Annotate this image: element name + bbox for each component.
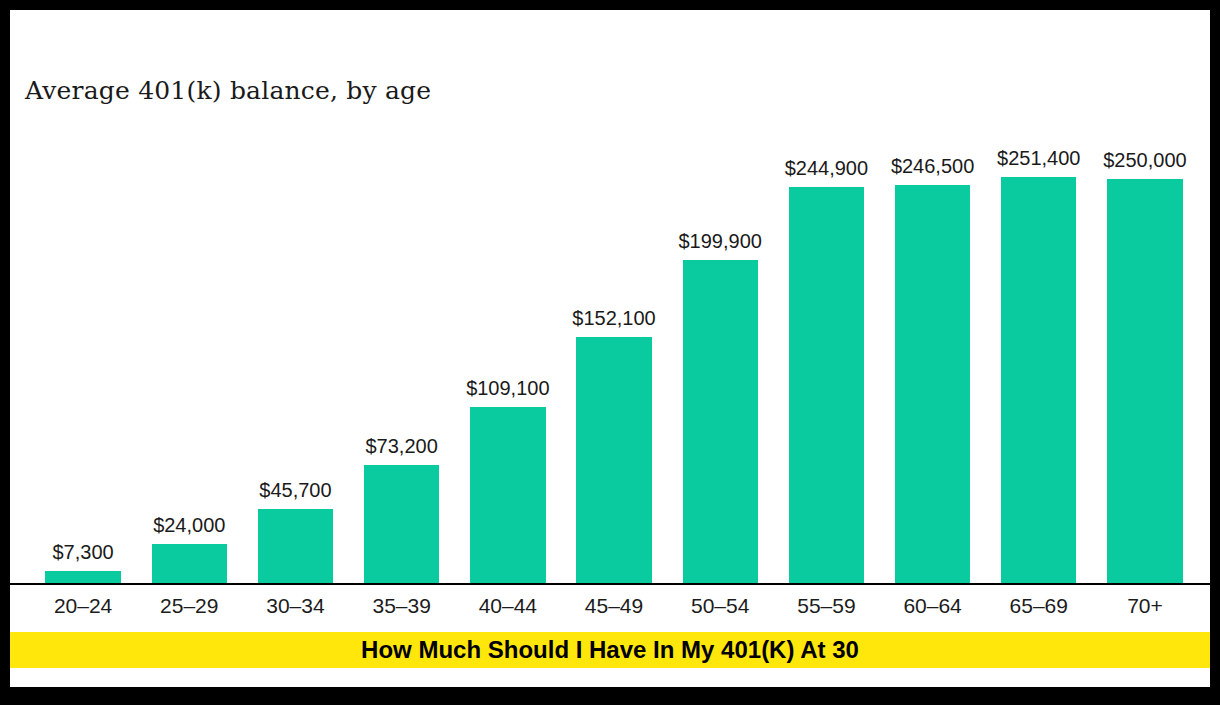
x-axis-label: 25–29 bbox=[136, 585, 242, 632]
x-axis-label: 35–39 bbox=[349, 585, 455, 632]
bar-value-label: $24,000 bbox=[153, 514, 225, 537]
bar-column: $246,500 bbox=[880, 155, 986, 583]
banner: How Much Should I Have In My 401(K) At 3… bbox=[10, 632, 1210, 668]
banner-text: How Much Should I Have In My 401(K) At 3… bbox=[361, 636, 859, 664]
bar-column: $199,900 bbox=[667, 230, 773, 583]
x-axis-label: 40–44 bbox=[455, 585, 561, 632]
bar bbox=[364, 465, 439, 583]
bar-column: $244,900 bbox=[773, 157, 879, 583]
bar-value-label: $7,300 bbox=[53, 541, 114, 564]
bar-value-label: $45,700 bbox=[259, 479, 331, 502]
x-axis-labels-row: 20–2425–2930–3435–3940–4445–4950–5455–59… bbox=[30, 585, 1198, 632]
bar-column: $152,100 bbox=[561, 307, 667, 583]
bar-value-label: $244,900 bbox=[785, 157, 868, 180]
bar-value-label: $250,000 bbox=[1103, 149, 1186, 172]
bar bbox=[789, 187, 864, 583]
chart-title: Average 401(k) balance, by age bbox=[25, 76, 431, 105]
bar-value-label: $73,200 bbox=[366, 435, 438, 458]
bar-column: $73,200 bbox=[349, 435, 455, 583]
x-axis-label: 70+ bbox=[1092, 585, 1198, 632]
x-axis-label: 60–64 bbox=[880, 585, 986, 632]
bar-value-label: $109,100 bbox=[466, 377, 549, 400]
bar bbox=[152, 544, 227, 583]
bar bbox=[45, 571, 120, 583]
x-axis-label: 30–34 bbox=[242, 585, 348, 632]
bar-column: $45,700 bbox=[242, 479, 348, 583]
bar bbox=[576, 337, 651, 583]
bar-value-label: $199,900 bbox=[679, 230, 762, 253]
bar-value-label: $246,500 bbox=[891, 155, 974, 178]
x-axis-label: 20–24 bbox=[30, 585, 136, 632]
bar-column: $251,400 bbox=[986, 147, 1092, 583]
x-axis-label: 50–54 bbox=[667, 585, 773, 632]
bar-value-label: $251,400 bbox=[997, 147, 1080, 170]
bar-column: $24,000 bbox=[136, 514, 242, 583]
bar-column: $109,100 bbox=[455, 377, 561, 583]
bar bbox=[470, 407, 545, 583]
bar bbox=[1107, 179, 1182, 583]
x-axis-label: 45–49 bbox=[561, 585, 667, 632]
chart-card: Average 401(k) balance, by age $7,300 $24… bbox=[0, 0, 1220, 705]
bar-column: $250,000 bbox=[1092, 149, 1198, 583]
x-axis-label: 55–59 bbox=[773, 585, 879, 632]
bar bbox=[683, 260, 758, 583]
bar bbox=[895, 185, 970, 583]
bar-chart-plot-area: $7,300 $24,000 $45,700 $73,200 $109,100 $152,… bbox=[30, 138, 1198, 583]
bar bbox=[1001, 177, 1076, 583]
bar bbox=[258, 509, 333, 583]
bar-column: $7,300 bbox=[30, 541, 136, 583]
bar-value-label: $152,100 bbox=[572, 307, 655, 330]
x-axis-label: 65–69 bbox=[986, 585, 1092, 632]
